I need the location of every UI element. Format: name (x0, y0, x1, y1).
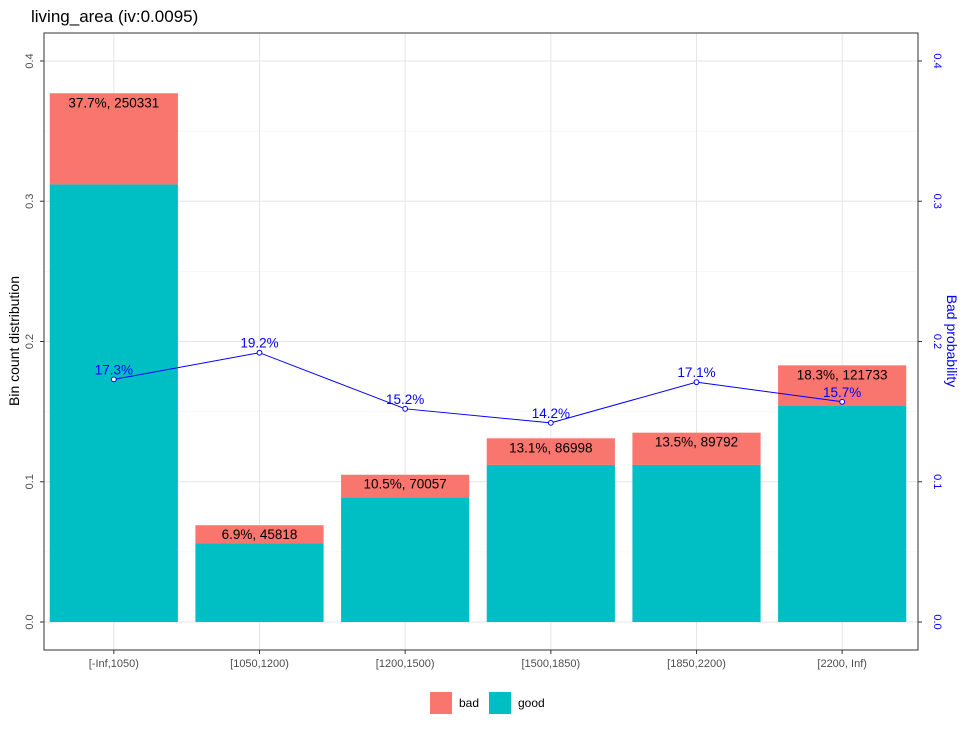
x-tick-label: [2200, Inf) (817, 658, 867, 670)
bar-bad (632, 432, 761, 465)
bar-label: 18.3%, 121733 (797, 367, 888, 382)
bar-good (49, 184, 178, 623)
x-tick-label: [1050,1200) (230, 658, 289, 670)
bar-label: 6.9%, 45818 (222, 527, 298, 542)
y-tick-label: 0.4 (24, 53, 36, 68)
bar-good (778, 406, 907, 622)
y2-tick-label: 0.1 (931, 474, 943, 489)
legend-key-good (489, 692, 511, 714)
bars (49, 93, 907, 623)
bar-label: 13.1%, 86998 (509, 440, 592, 455)
bad-probability-label: 17.3% (95, 362, 133, 377)
y2-tick-label: 0.3 (931, 194, 943, 209)
y-tick-label: 0.1 (24, 474, 36, 489)
bad-probability-point (256, 349, 263, 356)
legend: bad good (430, 692, 545, 714)
x-tick-label: [1850,2200) (667, 658, 726, 670)
bar-label: 10.5%, 70057 (364, 477, 447, 492)
bad-probability-point (839, 398, 846, 405)
bar-bad (341, 474, 470, 498)
y2-tick-label: 0.4 (931, 53, 943, 68)
bar-bad (195, 525, 324, 544)
y2-axis-title: Bad probability (944, 295, 960, 388)
bad-probability-point (402, 405, 409, 412)
chart-title: living_area (iv:0.0095) (31, 7, 198, 26)
bad-probability-label: 19.2% (240, 336, 278, 351)
bad-probability-polyline (113, 352, 843, 424)
bad-probability-label: 15.2% (386, 392, 424, 407)
y-tick-label: 0.2 (24, 334, 36, 349)
bad-probability-label: 15.7% (823, 385, 861, 400)
x-tick-label: [1200,1500) (376, 658, 435, 670)
x-tick-label: [-Inf,1050) (89, 658, 139, 670)
bad-probability-line (110, 349, 846, 426)
bar-label: 37.7%, 250331 (68, 95, 159, 110)
bar-good (195, 543, 324, 622)
data-labels: 37.7%, 250331 6.9%, 45818 10.5%, 70057 13.1… (68, 95, 887, 542)
axes: 0.0 0.0 0.1 0.1 0.2 0.2 0.3 0.3 0.4 0.4 [-Inf,1050… (24, 53, 943, 670)
bar-good (486, 464, 615, 622)
y-tick-label: 0.0 (24, 614, 36, 629)
bar-bad (49, 93, 178, 185)
bar-good (632, 464, 761, 622)
bad-probability-point (693, 379, 700, 386)
y-axis-title: Bin count distribution (6, 276, 22, 406)
bad-probability-label: 14.2% (532, 406, 570, 421)
legend-label-bad: bad (459, 696, 479, 710)
bar-bad (486, 438, 615, 465)
bar-label: 13.5%, 89792 (655, 435, 738, 450)
x-tick-label: [1500,1850) (521, 658, 580, 670)
bad-probability-point (547, 419, 554, 426)
bad-probability-label: 17.1% (677, 365, 715, 380)
bad-probability-point (110, 376, 117, 383)
y-tick-label: 0.3 (24, 194, 36, 209)
legend-key-bad (430, 692, 452, 714)
legend-label-good: good (518, 696, 545, 710)
y2-tick-label: 0.2 (931, 334, 943, 349)
y2-tick-label: 0.0 (931, 614, 943, 629)
bar-good (341, 497, 470, 622)
